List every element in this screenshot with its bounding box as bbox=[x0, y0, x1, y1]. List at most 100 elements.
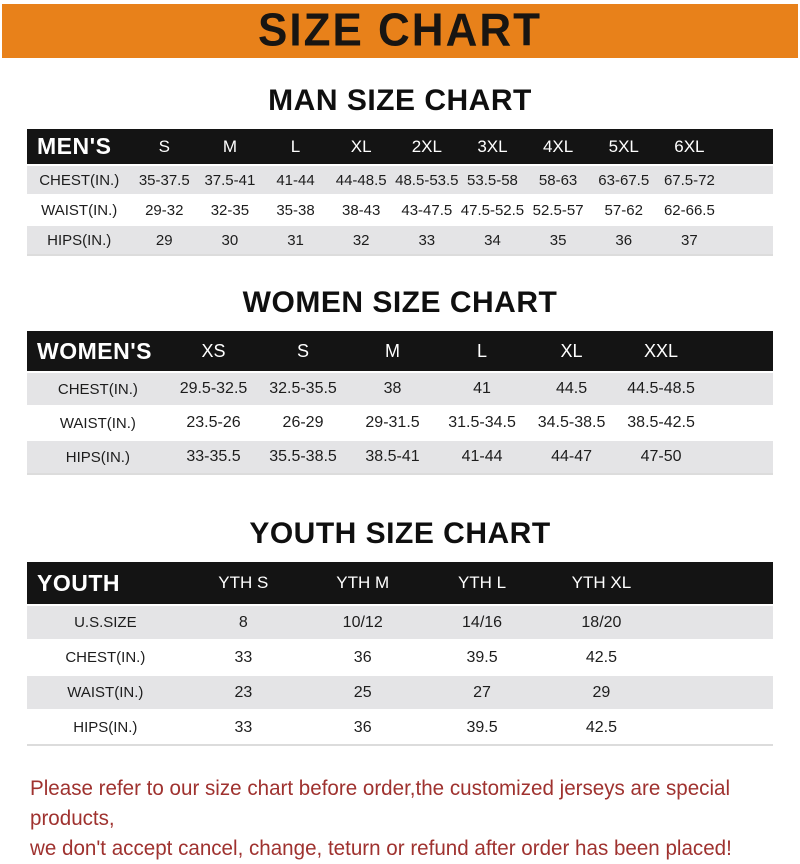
table-cell: 34.5-38.5 bbox=[526, 405, 617, 440]
women-section-heading: WOMEN SIZE CHART bbox=[242, 286, 558, 319]
table-cell: 33 bbox=[394, 224, 460, 255]
row-label: HIPS(IN.) bbox=[27, 439, 169, 474]
row-label: HIPS(IN.) bbox=[27, 224, 132, 255]
men-hips-row: HIPS(IN.) 29 30 31 32 33 34 35 36 37 bbox=[27, 224, 773, 255]
youth-size-header: YTH L bbox=[422, 562, 542, 605]
table-cell: 25 bbox=[303, 674, 423, 710]
table-cell: 32 bbox=[328, 224, 394, 255]
table-cell: 42.5 bbox=[541, 709, 662, 745]
table-cell: 44-47 bbox=[526, 439, 617, 474]
table-cell: 37 bbox=[656, 224, 723, 255]
table-cell: 29-31.5 bbox=[347, 405, 438, 440]
youth-waist-row: WAIST(IN.) 23 25 27 29 bbox=[27, 674, 773, 710]
table-cell: 29.5-32.5 bbox=[168, 371, 259, 406]
table-cell: 62-66.5 bbox=[656, 194, 723, 225]
table-cell: 39.5 bbox=[422, 709, 542, 745]
spacer-cell bbox=[661, 709, 773, 745]
table-cell: 29-32 bbox=[131, 194, 198, 225]
men-size-header: 6XL bbox=[656, 129, 723, 165]
women-size-header: XL bbox=[526, 331, 617, 372]
table-cell: 38.5-42.5 bbox=[616, 405, 706, 440]
women-size-header: S bbox=[258, 331, 348, 372]
women-hips-row: HIPS(IN.) 33-35.5 35.5-38.5 38.5-41 41-4… bbox=[27, 439, 773, 474]
table-cell: 27 bbox=[422, 674, 542, 710]
women-chest-row: CHEST(IN.) 29.5-32.5 32.5-35.5 38 41 44.… bbox=[27, 371, 773, 406]
table-cell: 31 bbox=[262, 224, 329, 255]
women-size-header: XXL bbox=[616, 331, 706, 372]
row-label: WAIST(IN.) bbox=[27, 674, 184, 710]
spacer-cell bbox=[722, 164, 773, 195]
men-section-heading: MAN SIZE CHART bbox=[268, 84, 532, 117]
spacer-cell bbox=[661, 674, 773, 710]
men-size-table: MEN'S S M L XL 2XL 3XL 4XL 5XL 6XL CHEST… bbox=[27, 129, 773, 256]
table-cell: 10/12 bbox=[303, 604, 423, 640]
men-chest-row: CHEST(IN.) 35-37.5 37.5-41 41-44 44-48.5… bbox=[27, 164, 773, 195]
men-size-header: L bbox=[262, 129, 329, 165]
table-cell: 41 bbox=[437, 371, 527, 406]
men-size-header: S bbox=[131, 129, 198, 165]
disclaimer-line-1: Please refer to our size chart before or… bbox=[30, 777, 731, 830]
table-cell: 38.5-41 bbox=[347, 439, 438, 474]
disclaimer-note: Please refer to our size chart before or… bbox=[30, 774, 765, 864]
women-size-header: L bbox=[437, 331, 527, 372]
table-cell: 47-50 bbox=[616, 439, 706, 474]
table-cell: 8 bbox=[183, 604, 304, 640]
table-cell: 39.5 bbox=[422, 639, 542, 675]
youth-hips-row: HIPS(IN.) 33 36 39.5 42.5 bbox=[27, 709, 773, 745]
men-size-header: M bbox=[197, 129, 263, 165]
spacer-cell bbox=[661, 639, 773, 675]
youth-size-table: YOUTH YTH S YTH M YTH L YTH XL U.S.SIZE … bbox=[27, 562, 773, 746]
row-label: WAIST(IN.) bbox=[27, 194, 132, 225]
women-size-table: WOMEN'S XS S M L XL XXL CHEST(IN.) 29.5-… bbox=[27, 331, 773, 475]
table-cell: 37.5-41 bbox=[197, 164, 263, 195]
women-waist-row: WAIST(IN.) 23.5-26 26-29 29-31.5 31.5-34… bbox=[27, 405, 773, 440]
table-cell: 52.5-57 bbox=[525, 194, 591, 225]
table-cell: 29 bbox=[541, 674, 662, 710]
table-cell: 35 bbox=[525, 224, 591, 255]
banner-title: SIZE CHART bbox=[258, 4, 542, 57]
table-cell: 38-43 bbox=[328, 194, 394, 225]
table-cell: 67.5-72 bbox=[656, 164, 723, 195]
youth-corner-label: YOUTH bbox=[27, 562, 184, 605]
youth-ussize-row: U.S.SIZE 8 10/12 14/16 18/20 bbox=[27, 604, 773, 640]
table-cell: 32.5-35.5 bbox=[258, 371, 348, 406]
spacer-cell bbox=[705, 371, 773, 406]
table-cell: 18/20 bbox=[541, 604, 662, 640]
spacer-cell bbox=[661, 604, 773, 640]
youth-header-row: YOUTH YTH S YTH M YTH L YTH XL bbox=[27, 562, 773, 605]
table-cell: 38 bbox=[347, 371, 438, 406]
table-cell: 36 bbox=[590, 224, 657, 255]
table-cell: 36 bbox=[303, 639, 423, 675]
table-cell: 63-67.5 bbox=[590, 164, 657, 195]
table-cell: 44.5 bbox=[526, 371, 617, 406]
youth-size-header: YTH S bbox=[183, 562, 304, 605]
table-cell: 23.5-26 bbox=[168, 405, 259, 440]
men-size-header: 3XL bbox=[459, 129, 526, 165]
table-cell: 41-44 bbox=[437, 439, 527, 474]
table-cell: 42.5 bbox=[541, 639, 662, 675]
table-cell: 32-35 bbox=[197, 194, 263, 225]
table-cell: 48.5-53.5 bbox=[394, 164, 460, 195]
table-cell: 29 bbox=[131, 224, 198, 255]
men-size-header: 4XL bbox=[525, 129, 591, 165]
table-cell: 47.5-52.5 bbox=[459, 194, 526, 225]
row-label: CHEST(IN.) bbox=[27, 164, 132, 195]
table-cell: 53.5-58 bbox=[459, 164, 526, 195]
table-cell: 31.5-34.5 bbox=[437, 405, 527, 440]
youth-size-header: YTH M bbox=[303, 562, 423, 605]
youth-chest-row: CHEST(IN.) 33 36 39.5 42.5 bbox=[27, 639, 773, 675]
row-label: U.S.SIZE bbox=[27, 604, 184, 640]
women-size-header: M bbox=[347, 331, 438, 372]
table-cell: 34 bbox=[459, 224, 526, 255]
table-cell: 33 bbox=[183, 639, 304, 675]
men-header-row: MEN'S S M L XL 2XL 3XL 4XL 5XL 6XL bbox=[27, 129, 773, 165]
men-waist-row: WAIST(IN.) 29-32 32-35 35-38 38-43 43-47… bbox=[27, 194, 773, 225]
table-cell: 44.5-48.5 bbox=[616, 371, 706, 406]
size-chart-banner: SIZE CHART bbox=[2, 4, 798, 58]
spacer-cell bbox=[705, 405, 773, 440]
table-cell: 33 bbox=[183, 709, 304, 745]
spacer-cell bbox=[722, 194, 773, 225]
table-cell: 35.5-38.5 bbox=[258, 439, 348, 474]
men-corner-label: MEN'S bbox=[27, 129, 132, 165]
row-label: CHEST(IN.) bbox=[27, 639, 184, 675]
